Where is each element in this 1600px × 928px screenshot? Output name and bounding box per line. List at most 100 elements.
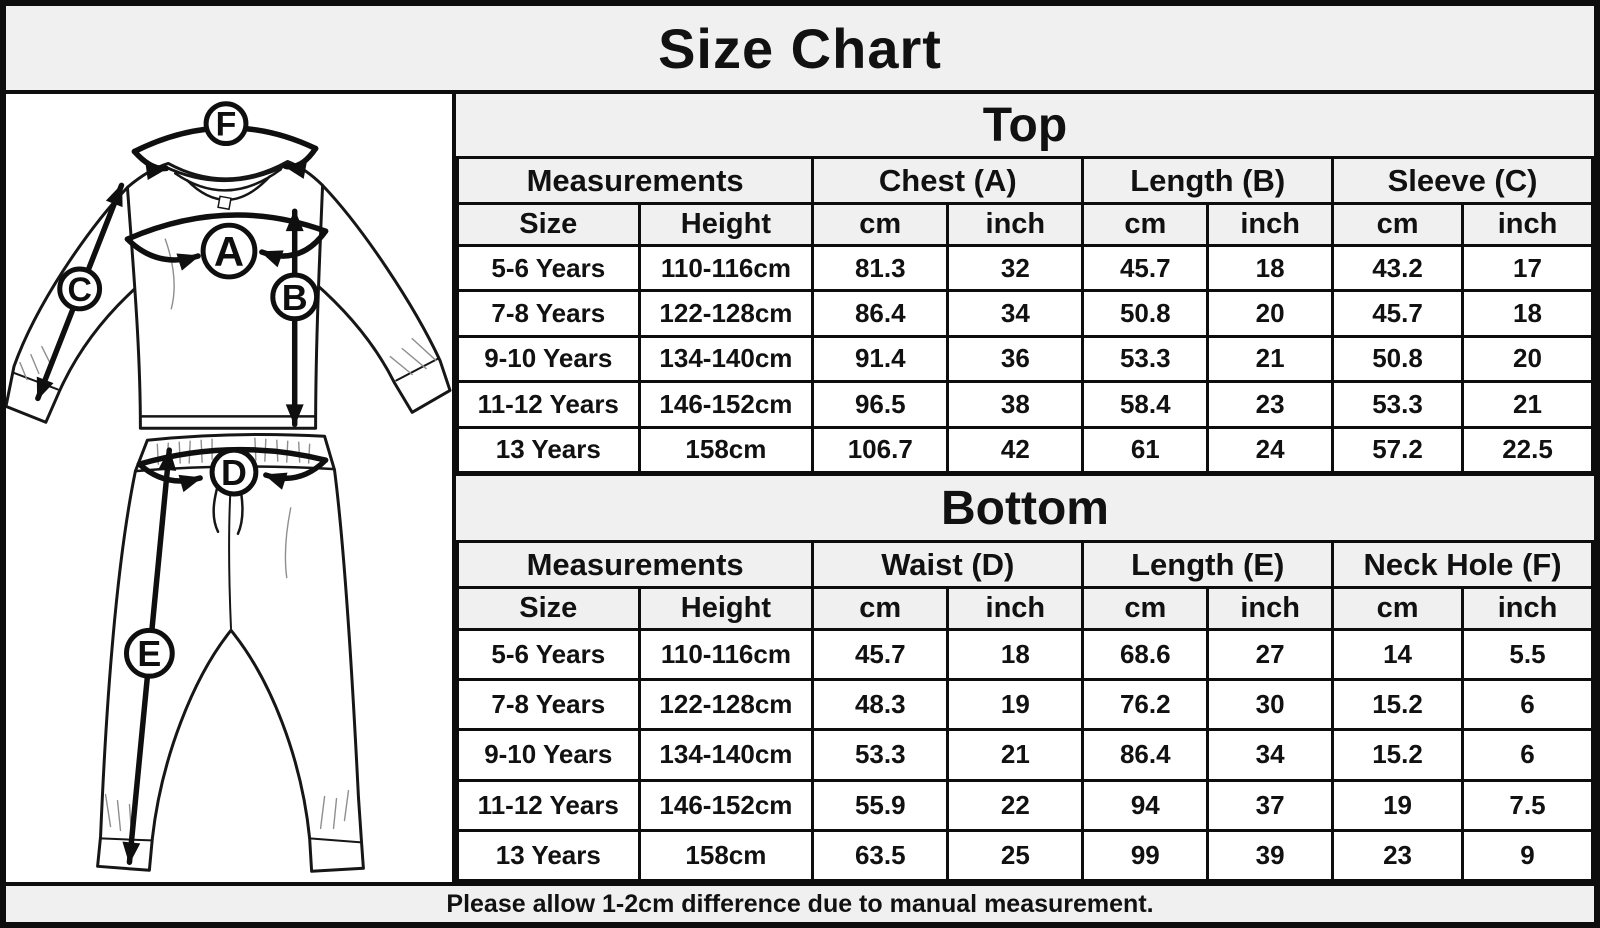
right-ankle-seam (308, 837, 363, 844)
table-row: 11-12 Years 146-152cm 55.9 22 94 37 19 7.5 (456, 778, 1594, 832)
table-cell: 42 (946, 425, 1085, 475)
col-header-cm: cm (1081, 202, 1210, 247)
bottom-section: Bottom Measurements Waist (D) (456, 474, 1594, 882)
table-cell: 158cm (637, 425, 815, 475)
measure-ring-a-left (124, 236, 201, 271)
table-row: 13 Years 158cm 63.5 25 99 39 23 9 (456, 828, 1594, 882)
group-header-neck-hole: Neck Hole (F) (1331, 540, 1594, 589)
garment-measurement-diagram: F A B C D E (6, 94, 456, 882)
table-cell: 24 (1206, 425, 1335, 475)
table-cell: 53.3 (811, 728, 950, 782)
table-cell: 58.4 (1081, 380, 1210, 429)
label-circle-b (270, 272, 320, 322)
label-letter-c: C (67, 271, 91, 309)
table-cell: 76.2 (1081, 678, 1210, 732)
table-cell: 61 (1081, 425, 1210, 475)
table-cell: 91.4 (811, 334, 950, 384)
label-circle-f (203, 101, 249, 147)
table-cell: 122-128cm (637, 678, 815, 732)
col-header-height: Height (637, 202, 815, 247)
col-header-inch: inch (1206, 202, 1335, 247)
table-cell: 19 (946, 678, 1085, 732)
col-header-inch: inch (946, 202, 1085, 247)
fly-seam (228, 479, 232, 630)
label-circle-e (123, 627, 175, 679)
table-cell: 53.3 (1331, 380, 1464, 429)
table-cell: 23 (1331, 828, 1464, 882)
table-cell: 45.7 (811, 627, 950, 682)
size-tables: Top Measurements Chest (A) (456, 94, 1594, 882)
table-cell: 34 (946, 289, 1085, 338)
bottom-section-title: Bottom (456, 474, 1594, 540)
group-header-chest: Chest (A) (811, 156, 1085, 205)
table-cell: 45.7 (1331, 289, 1464, 338)
table-cell: 9-10 Years (456, 334, 641, 384)
right-cuff-seam (395, 357, 440, 382)
top-subheader-row: Size Height cm inch cm inch cm inch (456, 202, 1594, 247)
table-cell: 45.7 (1081, 243, 1210, 293)
bottom-table-body: 5-6 Years 110-116cm 45.7 18 68.6 27 14 5.5 7-8 Y… (456, 627, 1594, 882)
col-header-size: Size (456, 586, 641, 631)
top-table-body: 5-6 Years 110-116cm 81.3 32 45.7 18 43.2 17 7-8 … (456, 243, 1594, 475)
table-cell: 17 (1461, 243, 1594, 293)
group-header-sleeve: Sleeve (C) (1331, 156, 1594, 205)
bottom-table-wrap: Measurements Waist (D) Length (E) Neck H… (456, 540, 1594, 882)
table-row: 5-6 Years 110-116cm 45.7 18 68.6 27 14 5.5 (456, 627, 1594, 682)
collar-tag (217, 195, 232, 211)
table-row: 7-8 Years 122-128cm 48.3 19 76.2 30 15.2 6 (456, 678, 1594, 732)
table-cell: 23 (1206, 380, 1335, 429)
table-cell: 146-152cm (637, 380, 815, 429)
table-row: 7-8 Years 122-128cm 86.4 34 50.8 20 45.7 18 (456, 289, 1594, 338)
table-cell: 13 Years (456, 828, 641, 882)
col-header-cm: cm (1331, 586, 1464, 631)
label-letter-e: E (137, 634, 161, 674)
table-cell: 14 (1331, 627, 1464, 682)
label-letter-f: F (216, 106, 237, 144)
table-cell: 37 (1206, 778, 1335, 832)
table-cell: 158cm (637, 828, 815, 882)
table-cell: 7-8 Years (456, 289, 641, 338)
garment-diagram-svg: F A B C D E (6, 101, 452, 873)
table-cell: 99 (1081, 828, 1210, 882)
label-letters: F A B C D E (67, 106, 307, 675)
table-cell: 146-152cm (637, 778, 815, 832)
table-cell: 5.5 (1461, 627, 1594, 682)
label-letter-d: D (221, 453, 247, 493)
table-cell: 18 (1206, 243, 1335, 293)
table-cell: 20 (1206, 289, 1335, 338)
col-header-size: Size (456, 202, 641, 247)
table-cell: 25 (946, 828, 1085, 882)
group-header-measurements: Measurements (456, 540, 815, 589)
group-header-length: Length (B) (1081, 156, 1335, 205)
col-header-inch: inch (1461, 202, 1594, 247)
measure-ring-a-right (259, 228, 329, 268)
measure-ring-a-top (124, 212, 329, 242)
table-cell: 11-12 Years (456, 380, 641, 429)
table-cell: 21 (1461, 380, 1594, 429)
col-header-cm: cm (811, 586, 950, 631)
table-cell: 50.8 (1081, 289, 1210, 338)
table-cell: 55.9 (811, 778, 950, 832)
collar-outer (162, 161, 292, 183)
table-cell: 6 (1461, 728, 1594, 782)
col-header-cm: cm (1081, 586, 1210, 631)
table-cell: 134-140cm (637, 334, 815, 384)
footer-note: Please allow 1-2cm difference due to man… (6, 882, 1594, 922)
table-cell: 5-6 Years (456, 627, 641, 682)
table-cell: 94 (1081, 778, 1210, 832)
label-circle-c (57, 266, 103, 312)
table-cell: 43.2 (1331, 243, 1464, 293)
table-cell: 134-140cm (637, 728, 815, 782)
measure-ring-d-left (136, 461, 203, 493)
sweatshirt-body (125, 159, 325, 430)
table-cell: 18 (946, 627, 1085, 682)
col-header-inch: inch (1461, 586, 1594, 631)
table-cell: 13 Years (456, 425, 641, 475)
table-cell: 36 (946, 334, 1085, 384)
table-cell: 110-116cm (637, 243, 815, 293)
measure-ring-f-right (283, 145, 319, 179)
top-group-header-row: Measurements Chest (A) Length (B) Sleeve… (456, 156, 1594, 205)
table-row: 11-12 Years 146-152cm 96.5 38 58.4 23 53.3 21 (456, 380, 1594, 429)
group-header-waist: Waist (D) (811, 540, 1085, 589)
